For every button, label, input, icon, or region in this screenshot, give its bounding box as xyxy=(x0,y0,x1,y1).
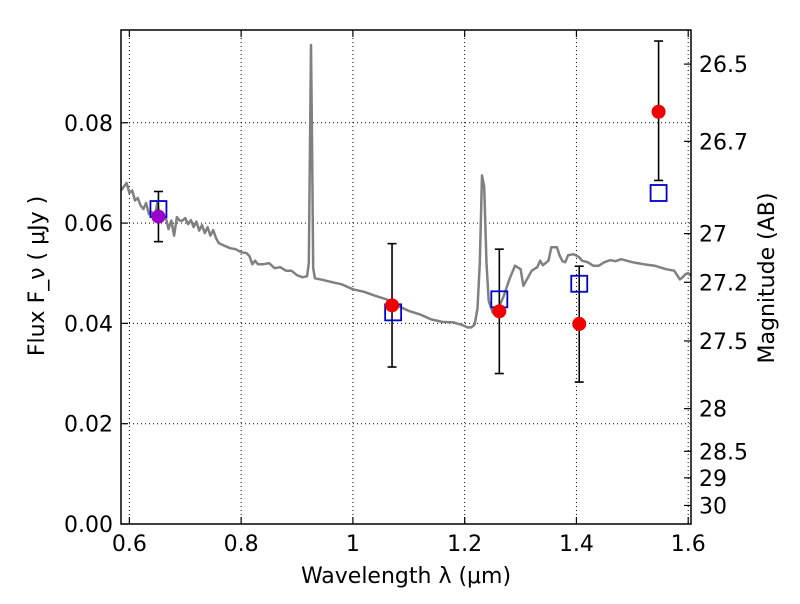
magnitude-tick-label: 27.2 xyxy=(699,271,748,296)
model-photometry-square xyxy=(570,274,589,293)
y-tick-label: 0.02 xyxy=(64,413,113,438)
y-tick-label: 0.06 xyxy=(64,212,113,237)
magnitude-tick-label: 27 xyxy=(699,223,727,248)
y-axis-label: Flux F_ν ( μJy ) xyxy=(25,196,50,356)
model-spectrum-line xyxy=(121,43,691,329)
magnitude-tick-label: 30 xyxy=(699,494,727,519)
plot-frame xyxy=(120,29,692,525)
magnitude-tick-label: 29 xyxy=(699,467,727,492)
x-tick-label: 1 xyxy=(346,532,360,557)
axes-layer xyxy=(120,29,692,525)
grid-layer xyxy=(121,30,691,524)
x-tick-label: 1.2 xyxy=(447,532,482,557)
magnitude-tick-label: 27.5 xyxy=(699,330,748,355)
observed-photometry-point xyxy=(572,316,587,331)
right-axis-label: Magnitude (AB) xyxy=(755,193,780,364)
magnitude-tick-label: 26.5 xyxy=(699,53,748,78)
x-tick-label: 0.6 xyxy=(112,532,147,557)
y-tick-label: 0.08 xyxy=(64,112,113,137)
plot-layer xyxy=(121,40,691,383)
y-tick-label: 0.04 xyxy=(64,312,113,337)
x-axis-label: Wavelength λ (μm) xyxy=(301,564,511,589)
model-photometry-square xyxy=(649,184,668,202)
observed-photometry-point xyxy=(385,298,400,313)
ticks-layer: 0.6 0.8 1 1.2 1.4 1.6 0.00 0.02 0.04 0.06 0.08 26.5… xyxy=(64,30,748,557)
x-tick-label: 1.4 xyxy=(559,532,594,557)
magnitude-tick-label: 26.7 xyxy=(699,130,748,155)
observed-photometry-point xyxy=(492,304,507,319)
x-tick-label: 0.8 xyxy=(224,532,259,557)
magnitude-tick-label: 28 xyxy=(699,398,727,423)
highlight-photometry-point xyxy=(151,209,166,224)
observed-photometry-point xyxy=(651,104,666,119)
x-tick-label: 1.6 xyxy=(671,532,706,557)
y-tick-label: 0.00 xyxy=(64,513,113,538)
magnitude-tick-label: 28.5 xyxy=(699,440,748,465)
